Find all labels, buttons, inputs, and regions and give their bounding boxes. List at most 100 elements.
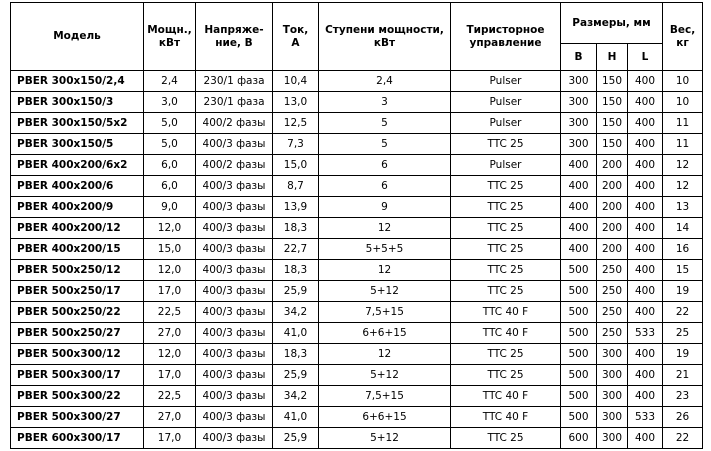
data-cell: TTC 25 [450,280,561,302]
model-cell: PBER 500x300/22 [10,385,144,407]
data-cell: TTC 25 [450,175,561,197]
data-cell: 16 [662,238,704,260]
data-cell: TTC 40 F [450,301,561,323]
data-cell: 400/3 фазы [195,133,273,155]
model-cell: PBER 500x250/17 [10,280,144,302]
data-cell: 3,0 [143,91,196,113]
table-row: PBER 400x200/6 6,0 400/3 фазы 8,7 6 TTC 25 400… [10,175,704,197]
header-cell: Модель [10,2,144,71]
data-cell: 500 [560,259,597,281]
data-cell: 25,9 [272,364,319,386]
data-cell: 27,0 [143,322,196,344]
data-cell: TTC 40 F [450,406,561,428]
header-cell: Вес, кг [662,2,704,71]
data-cell: 11 [662,133,704,155]
data-cell: 18,3 [272,217,319,239]
data-cell: 13,9 [272,196,319,218]
model-cell: PBER 500x250/12 [10,259,144,281]
data-cell: 6+6+15 [318,406,451,428]
data-cell: 533 [626,322,664,344]
header-subcell: H [596,43,628,71]
table-row: PBER 500x250/12 12,0 400/3 фазы 18,3 12 TTC 2… [10,259,704,281]
data-cell: 17,0 [143,364,196,386]
data-cell: 18,3 [272,343,319,365]
data-cell: 34,2 [272,301,319,323]
data-cell: 5,0 [143,112,196,134]
data-cell: 400 [626,385,664,407]
data-cell: 5+12 [318,427,451,449]
data-cell: 12 [662,154,704,176]
data-cell: 400/3 фазы [195,175,273,197]
data-cell: 9,0 [143,196,196,218]
model-cell: PBER 300x150/5x2 [10,112,144,134]
data-cell: 5 [318,133,451,155]
data-cell: 230/1 фаза [195,91,273,113]
table-row: PBER 300x150/3 3,0 230/1 фаза 13,0 3 Pulser 30… [10,91,704,113]
data-cell: 6 [318,175,451,197]
data-cell: 19 [662,343,704,365]
data-cell: 15,0 [272,154,319,176]
data-cell: 5 [318,112,451,134]
data-cell: 5+12 [318,364,451,386]
data-cell: 400 [626,154,664,176]
data-cell: 400/3 фазы [195,322,273,344]
data-cell: 12 [662,175,704,197]
data-cell: 400 [626,112,664,134]
model-cell: PBER 400x200/6 [10,175,144,197]
data-cell: TTC 25 [450,343,561,365]
data-cell: TTC 25 [450,427,561,449]
data-cell: 400 [626,427,664,449]
data-cell: 7,3 [272,133,319,155]
data-cell: 22,5 [143,301,196,323]
data-cell: 7,5+15 [318,385,451,407]
data-cell: 400 [626,364,664,386]
data-cell: 300 [560,133,597,155]
data-cell: 6+6+15 [318,322,451,344]
table-row: PBER 500x300/12 12,0 400/3 фазы 18,3 12 TTC 2… [10,343,704,365]
model-cell: PBER 500x250/27 [10,322,144,344]
data-cell: 41,0 [272,322,319,344]
model-cell: PBER 500x300/27 [10,406,144,428]
data-cell: 500 [560,364,597,386]
table-body: PBER 300x150/2,4 2,4 230/1 фаза 10,4 2,4 Puls… [10,70,704,449]
data-cell: 400/2 фазы [195,154,273,176]
header-cell: Мощн., кВт [143,2,196,71]
data-cell: TTC 25 [450,133,561,155]
data-cell: Pulser [450,154,561,176]
data-cell: 200 [596,175,628,197]
data-cell: 2,4 [143,70,196,92]
data-cell: 14 [662,217,704,239]
data-cell: 500 [560,301,597,323]
data-cell: 25,9 [272,427,319,449]
model-cell: PBER 300x150/3 [10,91,144,113]
data-cell: 400 [626,91,664,113]
data-cell: Pulser [450,91,561,113]
data-cell: 300 [596,427,628,449]
data-cell: 400 [626,217,664,239]
data-cell: 17,0 [143,280,196,302]
data-cell: TTC 40 F [450,385,561,407]
table-row: PBER 500x300/22 22,5 400/3 фазы 34,2 7,5+15 T… [10,385,704,407]
data-cell: 250 [596,259,628,281]
data-cell: 400/3 фазы [195,364,273,386]
data-cell: 22 [662,301,704,323]
data-cell: 23 [662,385,704,407]
data-cell: 25,9 [272,280,319,302]
header-subcell: L [626,43,664,71]
data-cell: 12 [318,259,451,281]
data-cell: 300 [560,91,597,113]
model-cell: PBER 400x200/6x2 [10,154,144,176]
table-row: PBER 500x300/27 27,0 400/3 фазы 41,0 6+6+15 T… [10,406,704,428]
table-row: PBER 500x250/22 22,5 400/3 фазы 34,2 7,5+15 T… [10,301,704,323]
data-cell: 200 [596,217,628,239]
data-cell: TTC 25 [450,217,561,239]
data-cell: 400/3 фазы [195,406,273,428]
data-cell: 15 [662,259,704,281]
data-cell: 400/3 фазы [195,385,273,407]
data-cell: 400 [626,343,664,365]
data-cell: 400/3 фазы [195,238,273,260]
data-cell: 400 [560,196,597,218]
data-cell: 533 [626,406,664,428]
data-cell: 5+12 [318,280,451,302]
